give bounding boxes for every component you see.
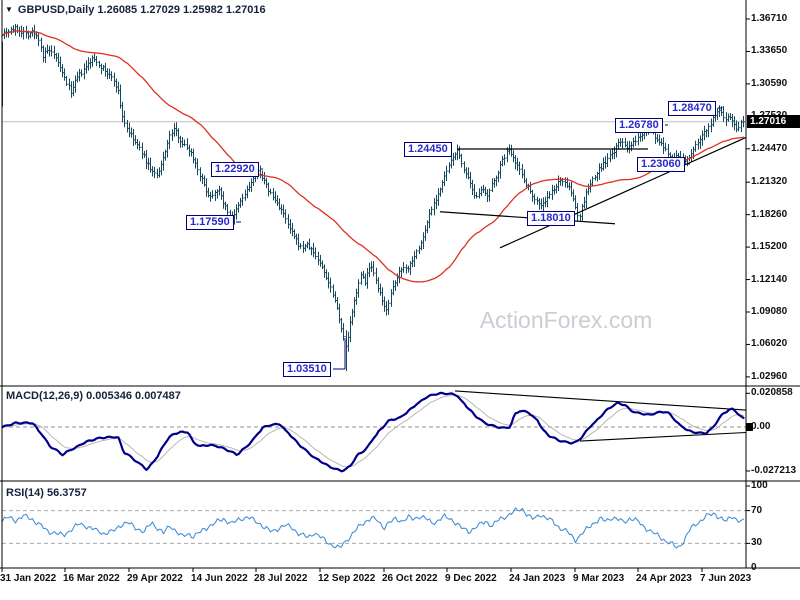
symbol-period-label: GBPUSD,Daily: [17, 4, 95, 16]
rsi-indicator-label: RSI(14) 56.3757: [6, 487, 87, 499]
symbol-dropdown-icon[interactable]: ▼: [5, 5, 13, 14]
watermark: ActionForex.com: [479, 307, 653, 333]
current-price-tag: 1.27016: [747, 115, 800, 128]
ohlc-values: 1.26085 1.27029 1.25982 1.27016: [97, 4, 266, 16]
chart-title: ▼ GBPUSD,Daily 1.26085 1.27029 1.25982 1.…: [5, 4, 266, 16]
macd-indicator-label: MACD(12,26,9) 0.005346 0.007487: [6, 390, 181, 402]
